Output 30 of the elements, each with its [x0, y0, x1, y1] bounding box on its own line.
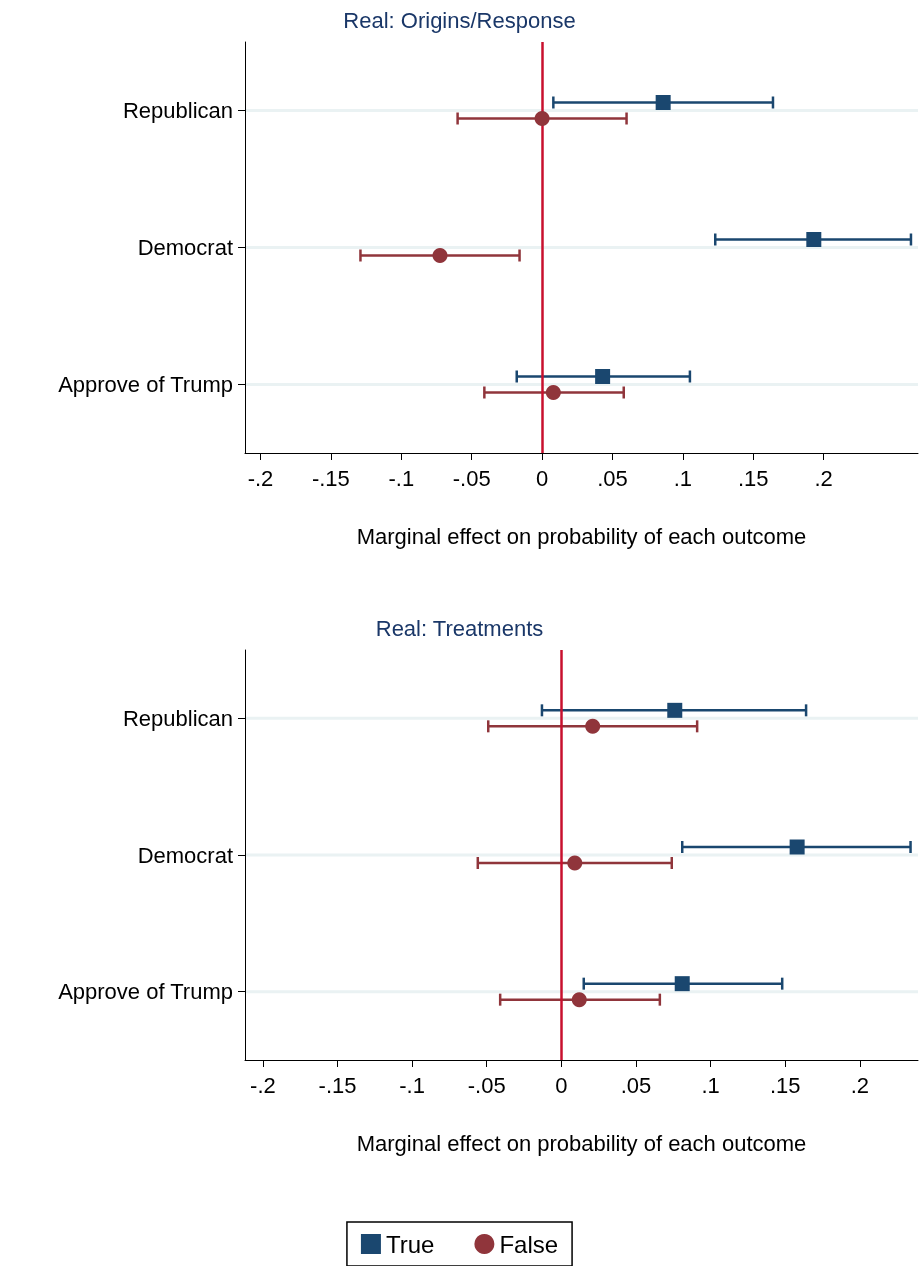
x-tick-label: .1: [673, 465, 693, 491]
legend-label: False: [499, 1230, 559, 1258]
x-tick-label: -.05: [452, 465, 491, 491]
x-tick-label: .15: [769, 1072, 801, 1098]
x-tick-label: 0: [555, 1072, 568, 1098]
y-tick-label: Democrat: [137, 235, 233, 260]
x-tick-label: 0: [535, 465, 549, 491]
x-tick-label: .05: [620, 1072, 652, 1098]
x-tick-label: -.1: [388, 465, 415, 491]
x-tick-label: .05: [597, 465, 628, 491]
y-tick-label: Republican: [122, 98, 233, 123]
x-tick-label: .2: [814, 465, 833, 491]
x-tick-label: -.1: [399, 1072, 425, 1098]
x-tick-label: .2: [850, 1072, 869, 1098]
chart-title: Real: Origins/Response: [343, 7, 576, 33]
chart-title: Real: Treatments: [375, 615, 544, 641]
y-tick-label: Approve of Trump: [58, 979, 233, 1005]
x-tick-label: -.2: [247, 465, 274, 491]
x-tick-label: -.2: [250, 1072, 276, 1098]
x-axis-title: Marginal effect on probability of each outcome: [356, 523, 807, 549]
x-tick-label: .1: [701, 1072, 720, 1098]
x-axis-title: Marginal effect on probability of each outcome: [356, 1130, 807, 1156]
x-tick-label: -.15: [318, 1072, 357, 1098]
x-tick-label: .15: [737, 465, 769, 491]
x-tick-label: -.05: [467, 1072, 506, 1098]
x-tick-label: -.15: [311, 465, 350, 491]
y-tick-label: Democrat: [137, 842, 233, 868]
y-tick-label: Republican: [122, 705, 233, 731]
legend-label: True: [385, 1230, 435, 1258]
y-tick-label: Approve of Trump: [58, 372, 233, 397]
